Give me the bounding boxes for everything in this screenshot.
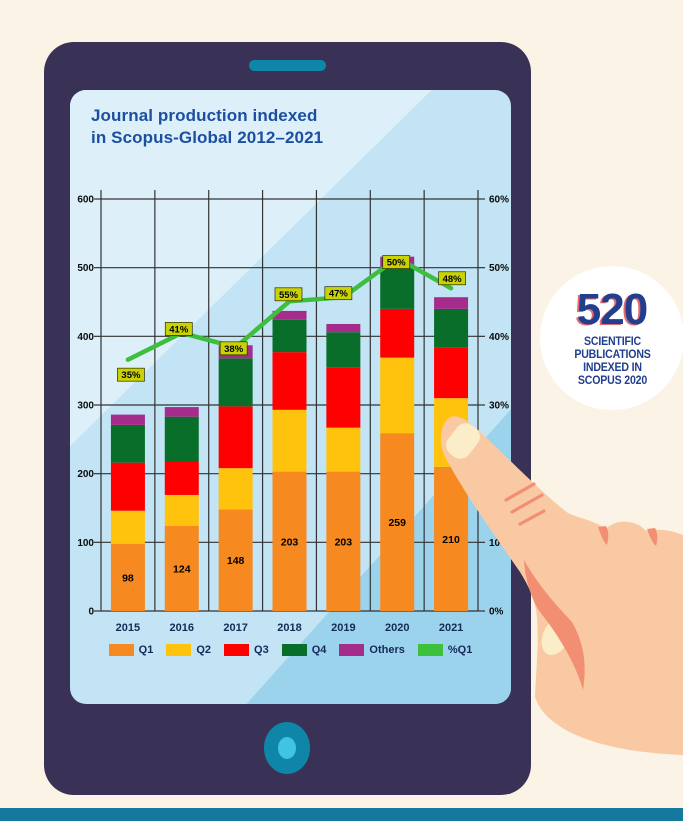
knuckle-notch	[647, 528, 658, 546]
tablet-screen: Journal production indexed in Scopus-Glo…	[70, 90, 511, 704]
legend-swatch	[339, 644, 365, 656]
home-button	[264, 722, 310, 774]
badge-caption-line: SCIENTIFIC	[583, 336, 641, 349]
thumbnail	[541, 616, 571, 656]
tablet-frame: Journal production indexed in Scopus-Glo…	[44, 42, 531, 795]
bottom-bar	[0, 808, 683, 821]
legend-swatch	[108, 644, 134, 656]
legend-label: Others	[369, 644, 405, 656]
tablet-speaker	[249, 60, 326, 71]
legend-swatch	[166, 644, 192, 656]
legend-swatch	[417, 644, 443, 656]
legend-item-others: Others	[339, 644, 405, 656]
legend-label: Q3	[254, 644, 269, 656]
badge-caption: SCIENTIFIC PUBLICATIONS INDEXED IN SCOPUS 2…	[573, 336, 651, 388]
badge-caption-line: PUBLICATIONS	[573, 349, 651, 362]
badge-caption-line: INDEXED IN	[582, 362, 642, 374]
knuckle-notch	[598, 526, 609, 545]
chart-legend: Q1 Q2 Q3 Q4 Others %Q1	[70, 644, 511, 656]
home-button-dot	[278, 737, 296, 759]
chart-title: Journal production indexed in Scopus-Glo…	[91, 105, 323, 150]
legend-label: Q2	[196, 644, 212, 656]
thumb-web-crease	[524, 560, 585, 690]
publications-badge: 520 SCIENTIFIC PUBLICATIONS INDEXED IN SCOP…	[540, 266, 683, 410]
chart-title-line1: Journal production indexed	[91, 106, 318, 125]
legend-item-q2: Q2	[166, 644, 211, 656]
legend-label: %Q1	[447, 644, 473, 656]
legend-swatch	[281, 644, 307, 656]
legend-label: Q4	[311, 644, 327, 656]
legend-item-q1: Q1	[108, 644, 154, 656]
legend-label: Q1	[138, 644, 154, 656]
legend-item-q4: Q4	[281, 644, 327, 656]
legend-item-q1: %Q1	[417, 644, 473, 656]
legend-item-q3: Q3	[224, 644, 269, 656]
badge-caption-line: SCOPUS 2020	[577, 374, 647, 387]
badge-number: 520	[576, 285, 648, 335]
chart-title-line2: in Scopus-Global 2012–2021	[91, 128, 324, 148]
legend-swatch	[224, 644, 250, 656]
